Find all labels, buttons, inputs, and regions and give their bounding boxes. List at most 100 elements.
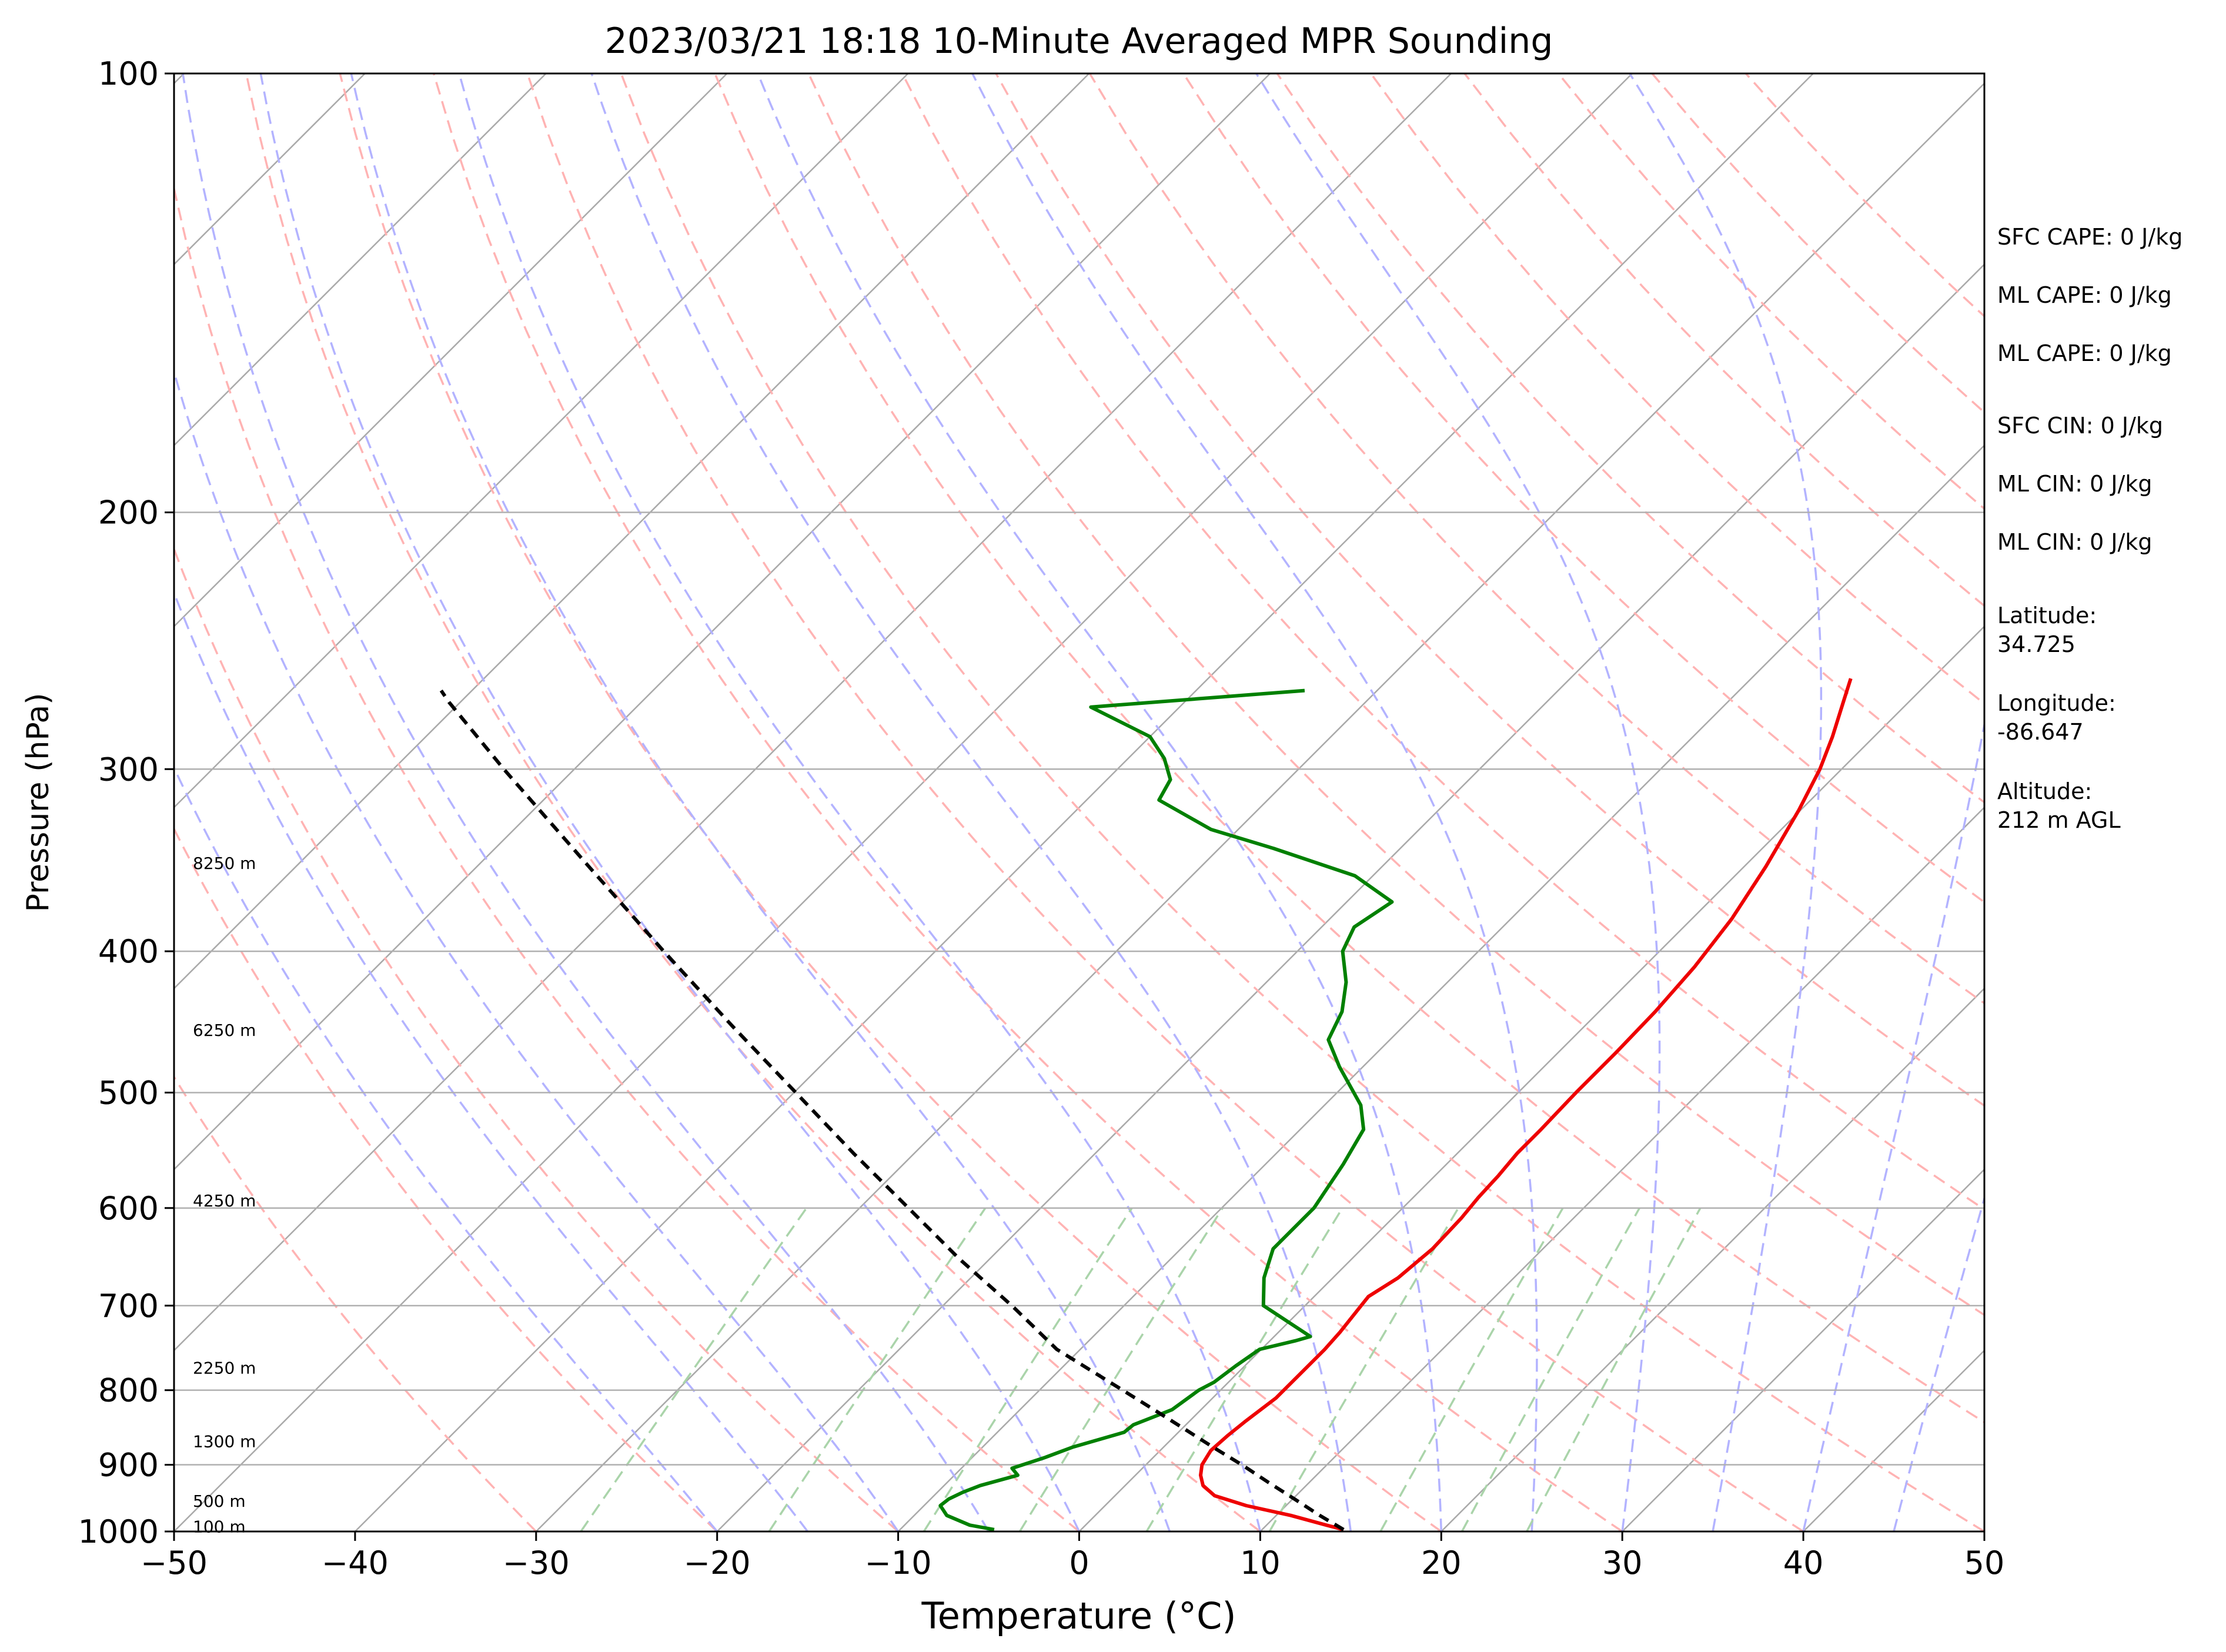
temperature-line	[1199, 678, 1853, 1531]
y-tick-label: 700	[98, 1288, 159, 1325]
moist-adiabat-line	[458, 73, 1262, 1531]
x-axis-label: Temperature (°C)	[921, 1594, 1236, 1637]
height-label: 2250 m	[193, 1358, 256, 1377]
y-tick-label: 500	[98, 1074, 159, 1111]
y-tick-label: 400	[98, 933, 159, 970]
y-axis-label: Pressure (hPa)	[21, 693, 56, 912]
height-label: 500 m	[193, 1492, 246, 1511]
x-tick-label: 30	[1602, 1544, 1643, 1581]
ml-cin-label-2: ML CIN: 0 J/kg	[1997, 529, 2152, 555]
height-label: 6250 m	[193, 1021, 256, 1040]
mixing-ratio-line	[1018, 1207, 1224, 1531]
x-tick-label: −30	[503, 1544, 570, 1581]
dry-adiabat-line	[714, 73, 1984, 1424]
dry-adiabat-line	[1276, 73, 1984, 804]
moist-adiabat-line	[1893, 1194, 1984, 1531]
moist-adiabat-line	[174, 368, 900, 1531]
isotherm-line	[716, 263, 1984, 1531]
height-label: 4250 m	[193, 1191, 256, 1210]
dry-adiabat-line	[174, 183, 1080, 1531]
ml-cape-label-2: ML CAPE: 0 J/kg	[1997, 340, 2172, 366]
chart-title: 2023/03/21 18:18 10-Minute Averaged MPR …	[605, 21, 1553, 62]
x-tick-label: −50	[141, 1544, 208, 1581]
x-tick-label: 10	[1240, 1544, 1281, 1581]
sounding-lines	[439, 678, 1853, 1531]
x-tick-label: 40	[1783, 1544, 1824, 1581]
x-tick-label: −20	[684, 1544, 751, 1581]
moist-adiabat-line	[1629, 73, 1823, 1531]
dry-adiabat-line	[1088, 73, 1984, 1005]
mixing-ratio-line	[1526, 1207, 1702, 1531]
x-tick-label: −40	[322, 1544, 389, 1581]
height-label: 100 m	[193, 1517, 246, 1536]
isotherm-line	[1259, 806, 1984, 1531]
mixing-ratio-line	[768, 1207, 987, 1531]
x-tick-label: −10	[865, 1544, 932, 1581]
isotherm-line	[174, 73, 1271, 1171]
parcel-line	[439, 689, 1345, 1531]
y-tick-label: 1000	[78, 1513, 159, 1550]
y-tick-label: 600	[98, 1190, 159, 1227]
dewpoint-line	[938, 688, 1394, 1531]
dry-adiabat-line	[245, 73, 1261, 1531]
dry-adiabat-line	[807, 73, 1984, 1316]
mixing-ratio-line	[1145, 1207, 1343, 1531]
latitude-label: Latitude:	[1997, 603, 2097, 628]
y-tick-label: 800	[98, 1372, 159, 1409]
dry-adiabat-line	[526, 73, 1804, 1531]
latitude-value: 34.725	[1997, 631, 2075, 657]
x-tick-label: 50	[1964, 1544, 2005, 1581]
isotherm-line	[897, 444, 1984, 1531]
altitude-value: 212 m AGL	[1997, 807, 2121, 833]
moist-adiabat-line	[590, 73, 1352, 1531]
altitude-label: Altitude:	[1997, 778, 2092, 804]
pressure-gridlines	[174, 73, 1984, 1531]
y-axis: 1000 900 800 700 600 500 400 300 200 100	[78, 55, 174, 1550]
moist-adiabat-line	[757, 73, 1443, 1531]
ml-cin-label: ML CIN: 0 J/kg	[1997, 471, 2152, 497]
background-lines	[0, 73, 1984, 1531]
moist-adiabat-line	[1255, 73, 1661, 1531]
longitude-value: -86.647	[1997, 719, 2084, 745]
sfc-cape-label: SFC CAPE: 0 J/kg	[1997, 224, 2182, 250]
ml-cape-label: ML CAPE: 0 J/kg	[1997, 282, 2172, 308]
dry-adiabat-line	[339, 73, 1442, 1531]
isotherm-line	[174, 73, 1633, 1531]
moist-adiabat-line	[350, 73, 1171, 1531]
longitude-label: Longitude:	[1997, 690, 2116, 716]
moist-adiabat-line	[259, 73, 1081, 1531]
x-axis: −50 −40 −30 −20 −10 0 10 20 30 40 50	[141, 1531, 2004, 1581]
isotherm-line	[355, 73, 1814, 1531]
moist-adiabat-line	[1802, 719, 1984, 1531]
mixing-ratio-line	[580, 1207, 808, 1531]
y-tick-label: 300	[98, 751, 159, 788]
moist-adiabat-line	[182, 73, 990, 1531]
isotherm-line	[174, 73, 1452, 1352]
isotherm-line	[174, 73, 728, 628]
dry-adiabat-line	[1182, 73, 1984, 904]
sfc-cin-label: SFC CIN: 0 J/kg	[1997, 413, 2163, 439]
isotherm-line	[1078, 625, 1984, 1531]
moist-adiabat-line	[174, 590, 808, 1531]
isotherm-line	[1440, 987, 1984, 1531]
isotherm-line	[0, 73, 3, 1531]
y-tick-label: 900	[98, 1447, 159, 1484]
dry-adiabat-line	[174, 1075, 537, 1531]
dry-adiabat-line	[174, 827, 718, 1531]
moist-adiabat-line	[971, 73, 1538, 1531]
moist-adiabat-line	[174, 765, 718, 1531]
y-tick-label: 200	[98, 494, 159, 531]
dry-adiabat-line	[901, 73, 1984, 1211]
dry-adiabat-line	[620, 73, 1984, 1531]
isotherm-line	[535, 82, 1984, 1531]
isotherm-line	[174, 73, 547, 447]
isotherm-line	[1622, 1168, 1984, 1531]
height-labels: 8250 m 6250 m 4250 m 2250 m 1300 m 500 m 100 m	[193, 854, 256, 1536]
height-label: 1300 m	[193, 1432, 256, 1451]
x-tick-label: 20	[1421, 1544, 1462, 1581]
plot-frame	[173, 72, 1986, 1533]
height-label: 8250 m	[193, 854, 256, 873]
x-tick-label: 0	[1069, 1544, 1089, 1581]
isotherm-line	[174, 73, 909, 809]
